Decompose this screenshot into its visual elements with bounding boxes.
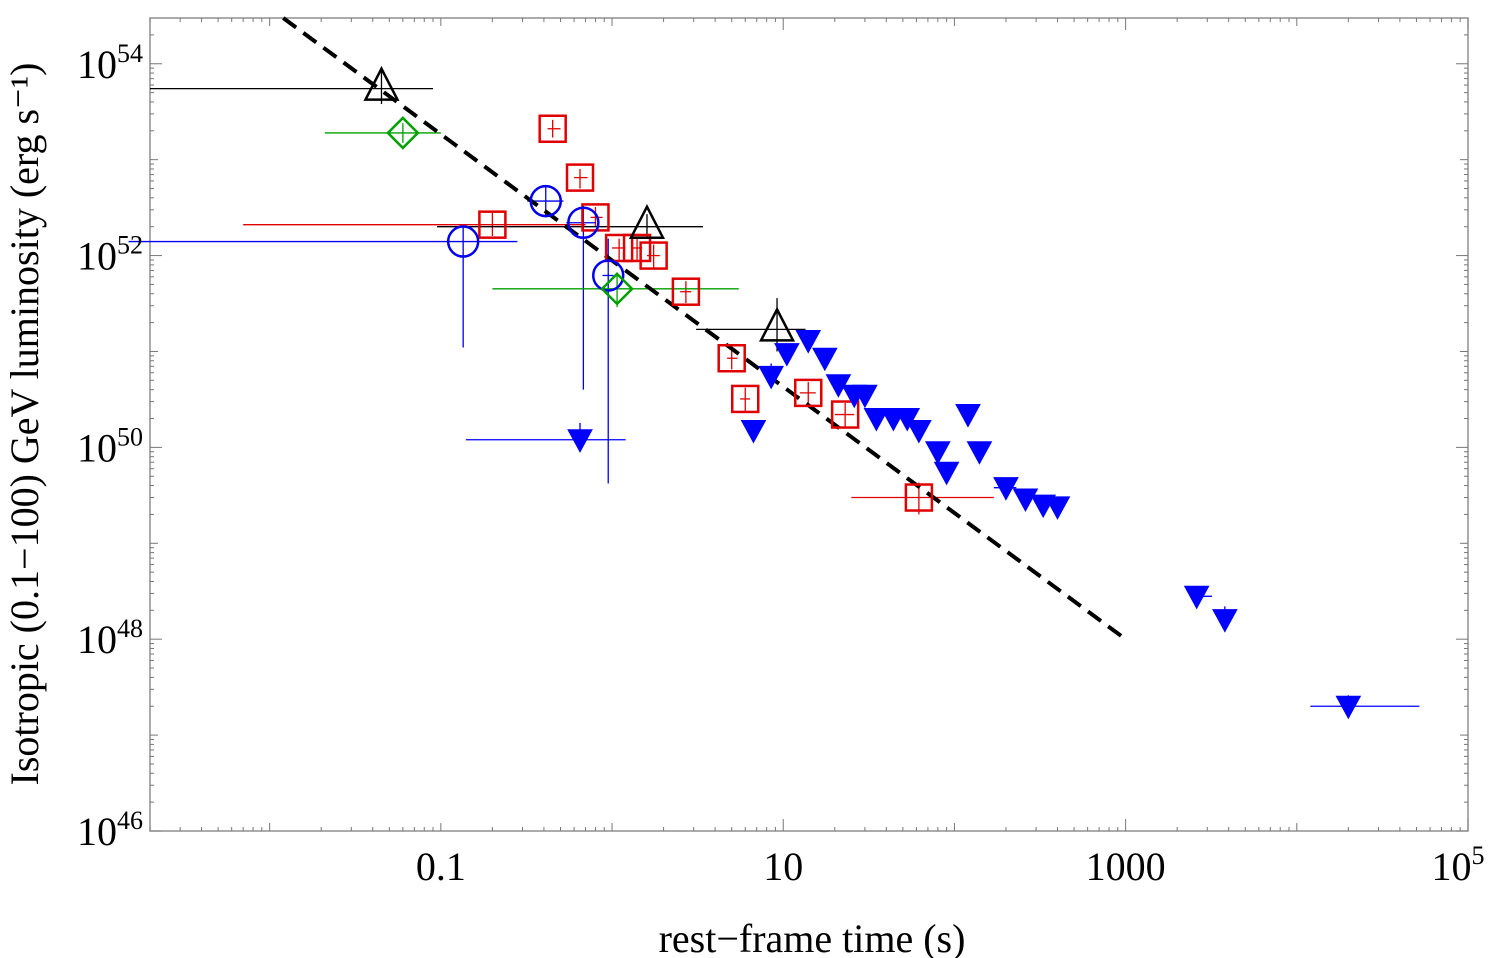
fit-line [282, 16, 1127, 641]
square-marker [717, 343, 746, 373]
filled-triangle-marker [1335, 695, 1362, 720]
filled-triangle-marker [1212, 609, 1238, 633]
y-tick-label: 1052 [77, 231, 143, 279]
filled-triangle-marker [955, 404, 981, 428]
filled-triangle-marker [795, 330, 822, 354]
square-marker [622, 233, 652, 263]
x-tick-label: 0.1 [416, 844, 466, 889]
data-markers [363, 65, 1362, 720]
diamond-marker [386, 116, 420, 150]
square-marker [731, 384, 760, 414]
x-tick-label: 105 [1432, 841, 1485, 889]
y-tick-label: 1046 [77, 806, 143, 854]
circle-marker [567, 206, 600, 239]
filled-triangle-marker [852, 384, 878, 409]
x-tick-label: 1000 [1086, 844, 1166, 889]
filled-triangle-marker [1012, 488, 1039, 512]
filled-triangle-marker [933, 461, 960, 486]
filled-triangle-marker [894, 408, 921, 432]
square-marker [538, 114, 567, 144]
filled-triangle-marker [966, 441, 993, 465]
square-marker [478, 210, 507, 239]
x-tick-label: 10 [763, 844, 803, 889]
axis-ticks [149, 18, 1469, 832]
y-tick-label: 1054 [77, 39, 143, 87]
square-marker [639, 241, 668, 270]
filled-triangle-marker [567, 429, 593, 453]
tick-labels: 0.1 10 1000 105 1046 1048 1050 1052 1054 [77, 39, 1485, 889]
circle-marker [529, 184, 563, 218]
y-axis-label: Isotropic (0.1−100) GeV luminosity (erg … [2, 63, 47, 786]
y-tick-label: 1048 [77, 614, 143, 662]
plot-frame [149, 17, 1469, 832]
filled-triangle-marker [758, 365, 784, 390]
circle-marker [591, 259, 625, 292]
filled-triangle-marker [906, 419, 932, 444]
square-marker [565, 163, 595, 192]
y-tick-label: 1050 [77, 422, 143, 470]
square-marker [904, 483, 934, 512]
filled-triangle-marker [811, 347, 838, 372]
square-marker [793, 378, 823, 408]
triangle-marker [758, 306, 796, 342]
filled-triangle-marker [740, 419, 767, 444]
triangle-marker [628, 203, 666, 239]
filled-triangle-marker [774, 343, 800, 367]
filled-triangle-marker [993, 477, 1019, 501]
x-axis-label: rest−frame time (s) [659, 916, 966, 958]
square-marker [830, 400, 860, 429]
filled-triangle-marker [924, 441, 951, 465]
diamond-marker [600, 272, 634, 306]
filled-triangle-marker [1183, 585, 1210, 610]
filled-triangle-marker [863, 408, 890, 432]
square-marker [604, 233, 634, 263]
filled-triangle-marker [1044, 496, 1071, 520]
square-marker [671, 277, 701, 306]
circle-marker [446, 225, 480, 258]
triangle-marker [363, 65, 400, 101]
